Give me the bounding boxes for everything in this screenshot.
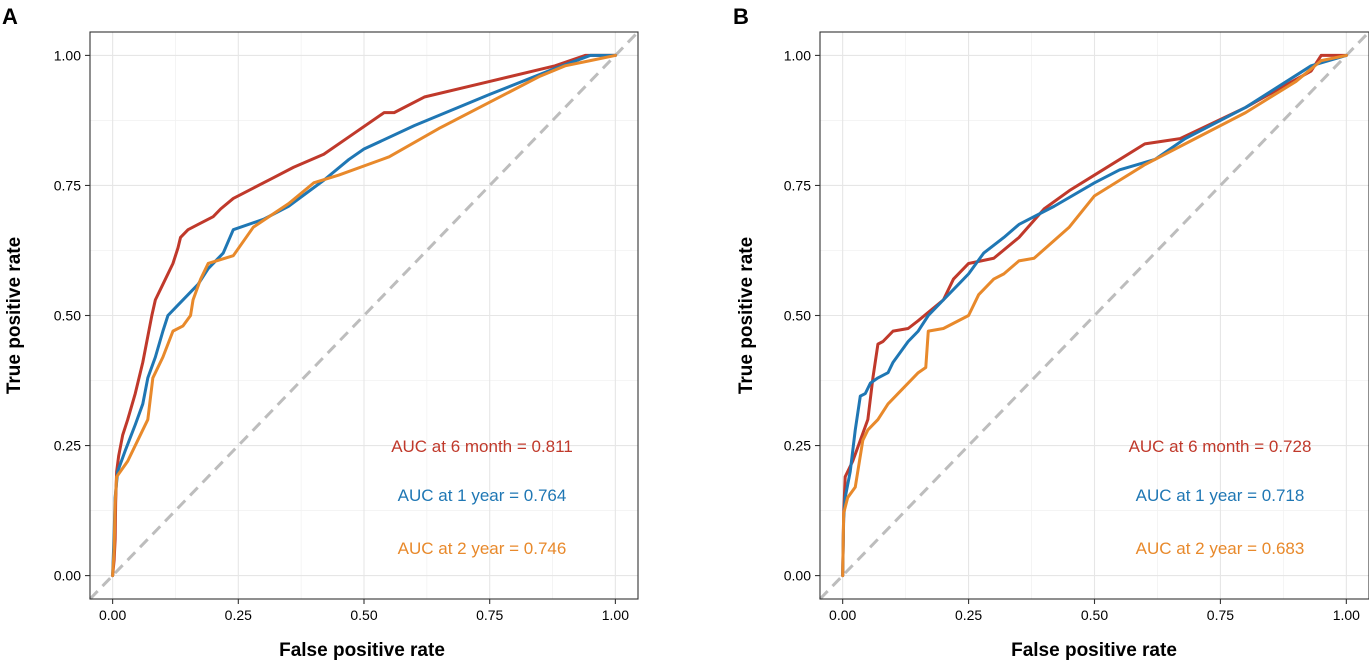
panel-b-y-axis-title: True positive rate — [736, 237, 757, 394]
panel-a-reference-diagonal — [88, 30, 640, 601]
y-tick-label: 0.50 — [54, 308, 81, 324]
x-tick-label: 0.75 — [476, 607, 503, 623]
panel-a-auc-label-6-month: AUC at 6 month = 0.811 — [391, 437, 573, 456]
x-tick-label: 0.25 — [225, 607, 252, 623]
panel-a-letter: A — [2, 4, 18, 29]
x-tick-label: 0.50 — [1081, 607, 1108, 623]
panel-a-auc-label-2-year: AUC at 2 year = 0.746 — [398, 539, 567, 558]
x-tick-label: 1.00 — [602, 607, 629, 623]
x-tick-label: 1.00 — [1333, 607, 1360, 623]
x-tick-label: 0.00 — [829, 607, 856, 623]
panel-a-y-axis-title: True positive rate — [4, 237, 25, 394]
y-tick-label: 1.00 — [784, 47, 811, 63]
panel-b-roc-curve-1-year — [841, 53, 1348, 578]
panel-b-letter: B — [733, 4, 749, 29]
panel-b-roc-curve-6-month — [841, 53, 1348, 578]
panel-a-roc-curve-2-year — [111, 53, 617, 578]
panel-b-auc-label-6-month: AUC at 6 month = 0.728 — [1129, 437, 1312, 456]
y-tick-label: 0.75 — [54, 177, 81, 193]
panel-b-reference-diagonal — [818, 30, 1369, 601]
y-tick-label: 0.50 — [784, 308, 811, 324]
y-tick-label: 0.00 — [54, 568, 81, 584]
panel-b-roc-curve-2-year — [841, 53, 1348, 578]
panel-a-chart: A 0.00 0.25 0.50 0.75 1.00 0.00 0.25 0.50 0.75 1.… — [2, 4, 640, 661]
panel-a-x-axis-title: False positive rate — [279, 640, 445, 661]
panel-b-auc-label-2-year: AUC at 2 year = 0.683 — [1136, 539, 1305, 558]
y-tick-label: 0.25 — [54, 438, 81, 454]
panel-a-grid — [90, 32, 638, 599]
panel-a-auc-label-1-year: AUC at 1 year = 0.764 — [398, 486, 567, 505]
y-tick-label: 0.75 — [784, 177, 811, 193]
panel-b-x-axis-title: False positive rate — [1011, 640, 1177, 661]
x-tick-label: 0.50 — [350, 607, 377, 623]
x-tick-label: 0.00 — [99, 607, 126, 623]
x-tick-label: 0.75 — [1207, 607, 1234, 623]
x-tick-label: 0.25 — [955, 607, 982, 623]
panel-b-chart: B 0.00 0.25 0.50 0.75 1.00 0.00 0.25 0.50 0.75 1.… — [733, 4, 1369, 661]
y-tick-label: 0.00 — [784, 568, 811, 584]
y-tick-label: 0.25 — [784, 438, 811, 454]
panel-b-grid — [820, 32, 1369, 599]
panel-b-auc-label-1-year: AUC at 1 year = 0.718 — [1136, 486, 1305, 505]
panel-a-roc-curve-6-month — [111, 53, 617, 578]
y-tick-label: 1.00 — [54, 47, 81, 63]
